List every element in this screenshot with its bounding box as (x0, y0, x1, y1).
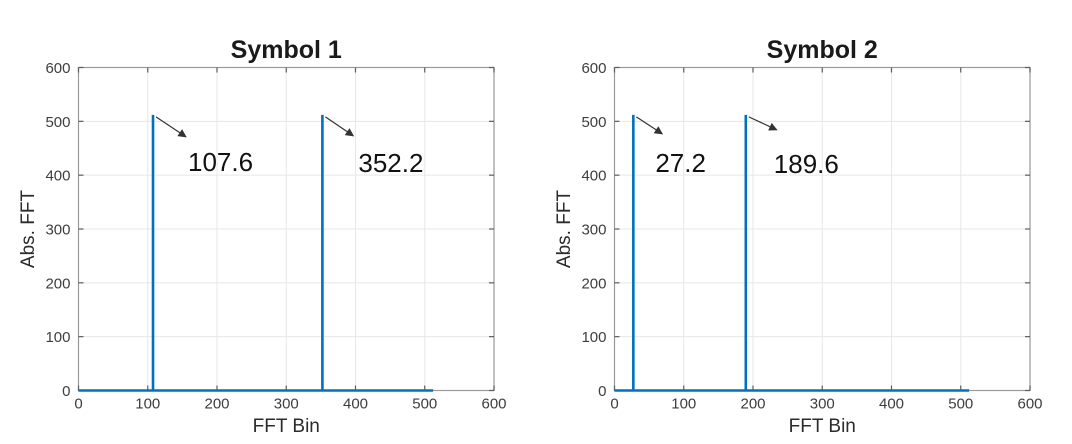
x-tick-label: 200 (740, 396, 765, 413)
y-axis-label: Abs. FFT (554, 190, 575, 269)
x-tick-label: 100 (671, 396, 696, 413)
chart-symbol-1: 0 100 200 300 400 500 600 0 100 200 300 400 500 600 Sy… (18, 36, 507, 437)
x-tick-label: 300 (810, 396, 835, 413)
subplot-symbol-1: 0 100 200 300 400 500 600 0 100 200 300 400 500 600 Sy… (18, 36, 507, 437)
y-tick-label: 200 (581, 275, 606, 292)
peak-annotation-label: 352.2 (358, 148, 423, 178)
annotation-arrow (325, 116, 355, 137)
chart-symbol-2: 0 100 200 300 400 500 600 0 100 200 300 400 500 600 Sy… (554, 36, 1043, 437)
x-tick-label: 400 (879, 396, 904, 413)
x-tick-label: 200 (204, 396, 229, 413)
x-axis-label: FFT Bin (789, 416, 856, 437)
y-tick-label: 600 (45, 60, 70, 77)
y-tick-label: 400 (581, 168, 606, 185)
peak-annotation-label: 107.6 (188, 147, 253, 177)
y-tick-label: 500 (581, 114, 606, 131)
x-axis-label: FFT Bin (253, 416, 320, 437)
annotation-arrow (636, 116, 664, 135)
x-tick-label: 100 (135, 396, 160, 413)
chart-title: Symbol 1 (231, 36, 342, 64)
x-tick-label: 600 (481, 396, 506, 413)
x-tick-label: 500 (948, 396, 973, 413)
x-tick-label: 600 (1017, 396, 1042, 413)
x-tick-label: 0 (610, 396, 618, 413)
y-tick-label: 100 (581, 329, 606, 346)
y-tick-label: 0 (62, 383, 70, 400)
x-tick-label: 0 (74, 396, 82, 413)
y-tick-label: 400 (45, 168, 70, 185)
y-tick-label: 300 (581, 222, 606, 239)
peak-annotation-label: 27.2 (655, 148, 706, 178)
y-tick-label: 500 (45, 114, 70, 131)
subplot-symbol-2: 0 100 200 300 400 500 600 0 100 200 300 400 500 600 Sy… (536, 0, 1072, 444)
y-tick-label: 0 (598, 383, 606, 400)
chart-title: Symbol 2 (767, 36, 878, 64)
x-tick-label: 300 (274, 396, 299, 413)
y-axis-label: Abs. FFT (18, 190, 39, 269)
y-tick-label: 300 (45, 222, 70, 239)
y-tick-label: 200 (45, 275, 70, 292)
annotation-arrow (748, 116, 778, 131)
x-tick-label: 400 (343, 396, 368, 413)
y-tick-label: 100 (45, 329, 70, 346)
x-tick-label: 500 (412, 396, 437, 413)
annotation-arrow (155, 116, 187, 138)
peak-annotation-label: 189.6 (774, 149, 839, 179)
y-tick-label: 600 (581, 60, 606, 77)
